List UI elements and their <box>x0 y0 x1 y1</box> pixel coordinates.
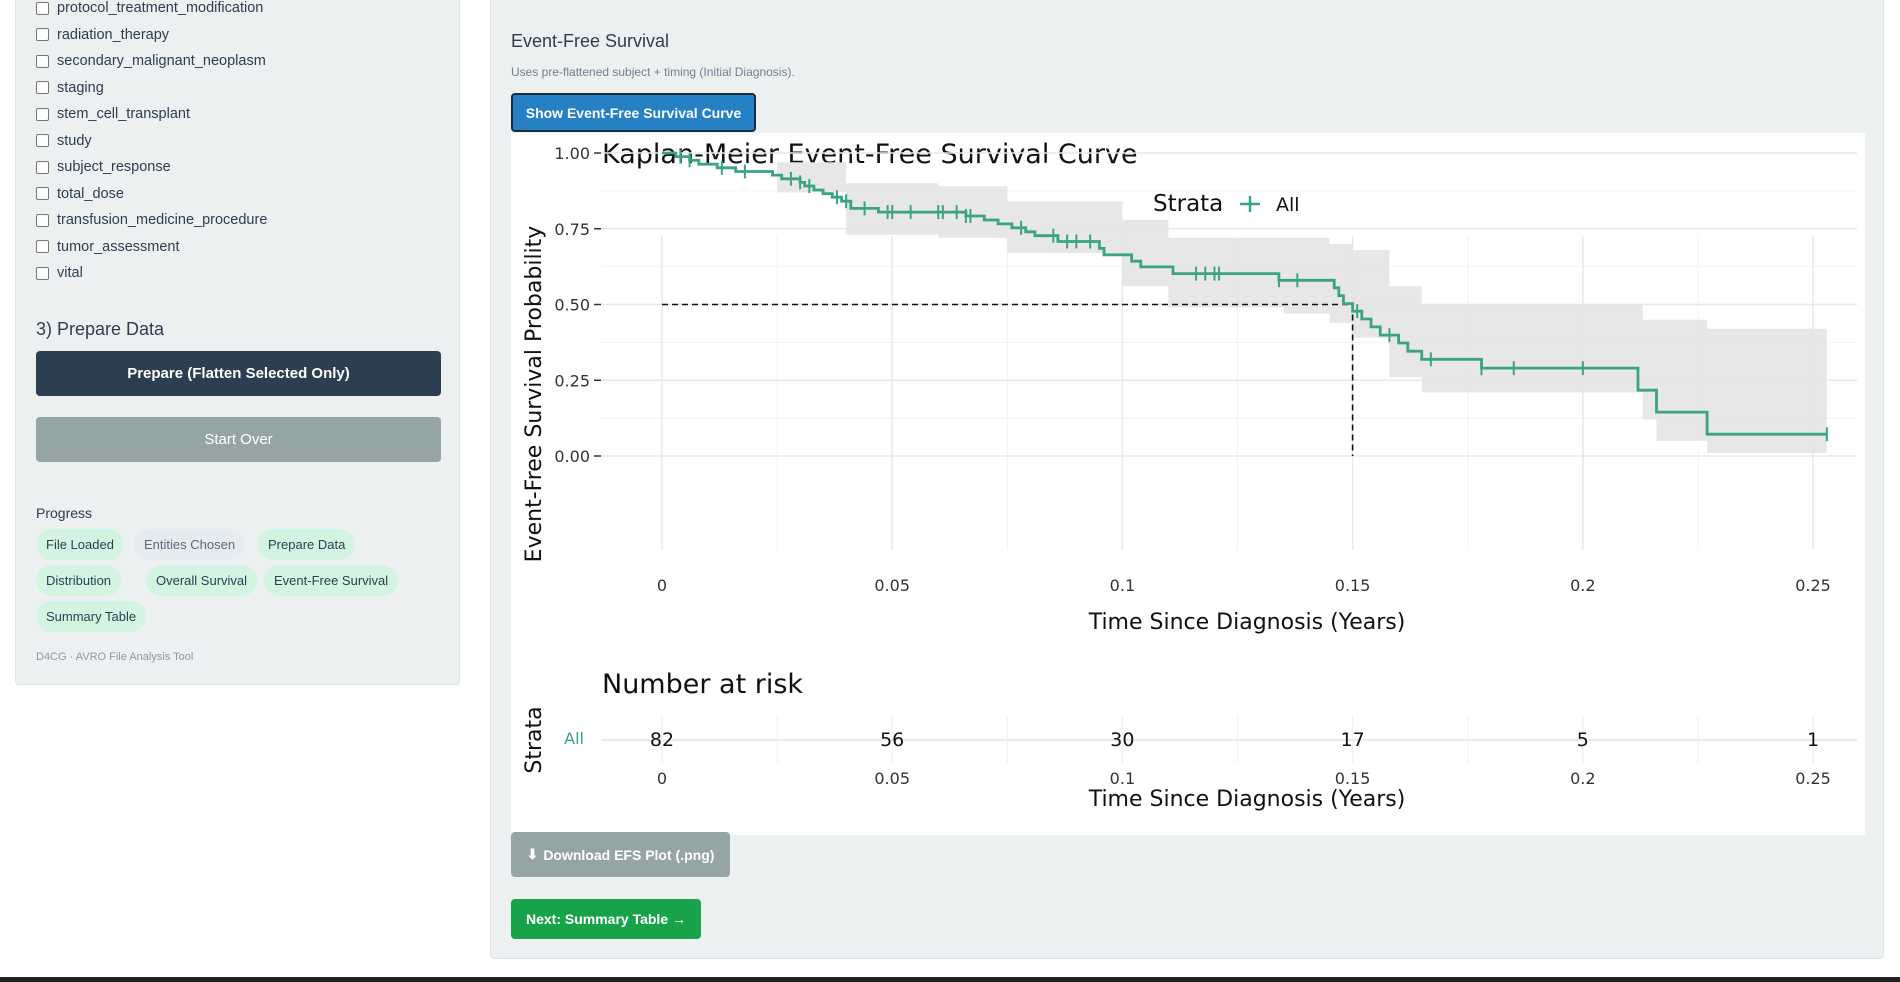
entity-checkbox-row[interactable]: staging <box>36 75 456 102</box>
entity-checkbox-label: transfusion_medicine_procedure <box>57 212 268 229</box>
main-panel: Event-Free Survival Uses pre-flattened s… <box>490 0 1884 959</box>
entity-checkbox[interactable] <box>36 266 49 280</box>
efs-plot: Kaplan-Meier Event-Free Survival Curve St… <box>511 133 1865 835</box>
progress-step: Summary Table <box>36 601 147 632</box>
entity-checkbox-label: subject_response <box>57 159 171 176</box>
risk-x-tick-label: 0.15 <box>1335 769 1371 788</box>
progress-step: Prepare Data <box>258 529 356 560</box>
x-tick-label: 0.2 <box>1570 576 1595 595</box>
x-axis-title: Time Since Diagnosis (Years) <box>1088 610 1406 635</box>
sidebar-panel: protocol_treatment_modification radiation… <box>15 0 460 685</box>
risk-x-axis-title: Time Since Diagnosis (Years) <box>1088 787 1406 812</box>
risk-x-tick-label: 0 <box>657 769 667 788</box>
legend-title: Strata <box>1153 191 1223 217</box>
download-efs-plot-button[interactable]: ⬇ Download EFS Plot (.png) <box>511 832 730 877</box>
entity-checkbox-label: vital <box>57 265 83 282</box>
entity-checkbox[interactable] <box>36 81 49 95</box>
risk-table-title: Number at risk <box>602 669 803 700</box>
risk-count: 56 <box>880 729 904 751</box>
entity-checkbox[interactable] <box>36 213 49 227</box>
next-summary-table-button[interactable]: Next: Summary Table → <box>511 899 701 939</box>
progress-step: Entities Chosen <box>134 529 246 560</box>
download-button-label: Download EFS Plot (.png) <box>543 846 715 863</box>
page-title: Event-Free Survival <box>511 31 670 51</box>
risk-x-tick-label: 0.1 <box>1110 769 1135 788</box>
entity-checkbox-label: study <box>57 132 92 149</box>
risk-count: 17 <box>1341 729 1365 751</box>
entity-checkbox-row[interactable]: tumor_assessment <box>36 234 456 261</box>
prepare-data-heading: 3) Prepare Data <box>36 319 165 339</box>
legend-entry-all: All <box>1276 194 1300 216</box>
entity-checkbox-label: staging <box>57 79 104 96</box>
entity-checkbox-list: protocol_treatment_modification radiation… <box>36 0 456 287</box>
entity-checkbox[interactable] <box>36 107 49 121</box>
y-axis-title: Event-Free Survival Probability <box>522 226 547 563</box>
entity-checkbox-row[interactable]: secondary_malignant_neoplasm <box>36 48 456 75</box>
risk-count: 30 <box>1110 729 1134 751</box>
entity-checkbox-row[interactable]: total_dose <box>36 181 456 208</box>
entity-checkbox-label: total_dose <box>57 185 124 202</box>
show-efs-curve-button[interactable]: Show Event-Free Survival Curve <box>511 93 756 132</box>
entity-checkbox-label: tumor_assessment <box>57 238 180 255</box>
risk-count: 82 <box>650 729 674 751</box>
entity-checkbox[interactable] <box>36 160 49 174</box>
entity-checkbox[interactable] <box>36 187 49 201</box>
entity-checkbox-label: radiation_therapy <box>57 26 170 43</box>
confidence-band <box>662 153 1827 453</box>
footer-note: D4CG · AVRO File Analysis Tool <box>36 651 194 663</box>
entity-checkbox-row[interactable]: stem_cell_transplant <box>36 101 456 128</box>
entity-checkbox[interactable] <box>36 54 49 68</box>
entity-checkbox-row[interactable]: protocol_treatment_modification <box>36 0 456 22</box>
y-tick-label: 0.00 <box>554 447 590 466</box>
entity-checkbox[interactable] <box>36 1 49 15</box>
progress-step: Distribution <box>36 565 122 596</box>
x-tick-label: 0.1 <box>1110 576 1135 595</box>
risk-count: 1 <box>1807 729 1819 751</box>
start-over-button[interactable]: Start Over <box>36 417 441 462</box>
y-tick-label: 0.50 <box>554 296 590 315</box>
entity-checkbox-label: protocol_treatment_modification <box>57 0 264 17</box>
y-tick-label: 0.25 <box>554 371 590 390</box>
entity-checkbox[interactable] <box>36 134 49 148</box>
window-bottom-bar <box>0 977 1900 982</box>
entity-checkbox[interactable] <box>36 240 49 254</box>
x-tick-label: 0.25 <box>1795 576 1831 595</box>
x-tick-label: 0.05 <box>874 576 910 595</box>
entity-checkbox-row[interactable]: transfusion_medicine_procedure <box>36 207 456 234</box>
risk-x-tick-label: 0.25 <box>1795 769 1831 788</box>
entity-checkbox-label: stem_cell_transplant <box>57 106 190 123</box>
download-icon: ⬇ <box>526 846 539 862</box>
x-tick-label: 0 <box>657 576 667 595</box>
entity-checkbox-row[interactable]: subject_response <box>36 154 456 181</box>
entity-checkbox-row[interactable]: study <box>36 128 456 155</box>
entity-checkbox-row[interactable]: vital <box>36 260 456 287</box>
progress-step: Event-Free Survival <box>264 565 399 596</box>
risk-strata-label: All <box>564 729 584 748</box>
y-tick-label: 1.00 <box>554 144 590 163</box>
progress-step: Overall Survival <box>146 565 258 596</box>
risk-x-tick-label: 0.2 <box>1570 769 1595 788</box>
prepare-button[interactable]: Prepare (Flatten Selected Only) <box>36 351 441 396</box>
risk-x-tick-label: 0.05 <box>874 769 910 788</box>
page-note: Uses pre-flattened subject + timing (Ini… <box>511 65 795 79</box>
risk-count: 5 <box>1577 729 1589 751</box>
x-tick-label: 0.15 <box>1335 576 1371 595</box>
chart-title: Kaplan-Meier Event-Free Survival Curve <box>602 139 1138 170</box>
y-tick-label: 0.75 <box>554 220 590 239</box>
progress-heading: Progress <box>36 505 93 521</box>
entity-checkbox-row[interactable]: radiation_therapy <box>36 22 456 49</box>
km-chart: Kaplan-Meier Event-Free Survival Curve St… <box>522 139 1857 812</box>
entity-checkbox-label: secondary_malignant_neoplasm <box>57 53 266 70</box>
entity-checkbox[interactable] <box>36 28 49 42</box>
risk-y-axis-title: Strata <box>522 706 547 773</box>
progress-step: File Loaded <box>36 529 124 560</box>
